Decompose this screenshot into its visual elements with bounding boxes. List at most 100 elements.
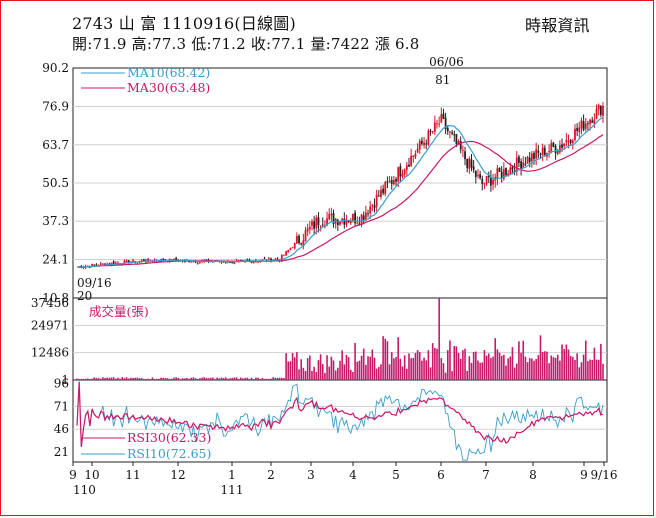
volume-bar: [130, 377, 132, 380]
candle-body: [580, 120, 583, 129]
candle-body: [436, 123, 438, 124]
volume-bar: [572, 356, 574, 380]
candle-body: [412, 155, 415, 157]
volume-bar: [205, 377, 208, 380]
candle-body: [242, 260, 244, 262]
candle-body: [324, 225, 326, 227]
volume-bar: [339, 360, 341, 380]
time-tick-label: 12: [170, 468, 185, 482]
volume-bar: [289, 361, 292, 380]
candle-body: [416, 148, 419, 153]
volume-bar: [462, 350, 464, 380]
candle-body: [554, 145, 557, 153]
volume-bar: [453, 346, 456, 380]
candle-body: [104, 263, 106, 266]
volume-bar: [602, 363, 604, 380]
volume-bar: [257, 377, 259, 380]
volume-bar: [158, 378, 160, 380]
volume-bar: [421, 360, 423, 380]
volume-bar: [326, 355, 328, 380]
volume-bar: [311, 371, 313, 380]
volume-bar: [386, 341, 389, 380]
volume-bar: [358, 360, 361, 380]
candle-body: [569, 140, 572, 144]
candle-body: [502, 169, 505, 179]
volume-bar: [369, 356, 371, 380]
volume-bar: [304, 371, 307, 380]
candle-body: [375, 194, 378, 207]
volume-bar: [487, 353, 490, 380]
volume-bar: [224, 377, 227, 380]
volume-bar: [84, 378, 87, 380]
candle-body: [403, 169, 406, 175]
candle-body: [291, 247, 294, 249]
volume-bar: [436, 348, 438, 380]
volume-bar: [388, 364, 391, 380]
volume-bar: [533, 360, 535, 380]
time-tick-label: 7: [482, 468, 490, 482]
volume-bar: [259, 379, 262, 380]
volume-bar: [104, 377, 106, 380]
candle-body: [285, 251, 288, 256]
volume-bar: [500, 355, 503, 380]
candle-body: [99, 263, 102, 265]
candle-body: [382, 188, 385, 194]
volume-bar: [145, 378, 147, 380]
time-tick-label: 9/16: [591, 468, 618, 482]
volume-bar: [80, 378, 83, 380]
candle-body: [295, 236, 298, 244]
volume-bar: [125, 377, 128, 380]
volume-bar: [356, 361, 359, 380]
volume-bar: [192, 377, 195, 380]
volume-bar: [576, 353, 578, 380]
volume-bar: [319, 354, 322, 380]
candle-body: [300, 243, 303, 245]
volume-bar: [164, 378, 167, 380]
volume-bar: [552, 357, 555, 380]
candle-body: [293, 242, 296, 249]
time-tick-label: 9: [69, 468, 77, 482]
volume-bar: [246, 377, 249, 380]
candle-body: [388, 181, 391, 182]
volume-bar: [153, 378, 156, 380]
volume-bar: [119, 378, 121, 380]
volume-bar: [78, 378, 80, 380]
candle-body: [464, 151, 466, 160]
candle-body: [367, 213, 369, 215]
rsi30-line: [76, 381, 604, 447]
low-value-annotation: 20: [77, 289, 92, 303]
ma30-line: [76, 134, 604, 268]
candle-body: [561, 144, 563, 148]
volume-bar: [371, 349, 374, 380]
volume-bar: [166, 378, 169, 380]
high-value-annotation: 81: [435, 73, 450, 87]
rsi-tick-label: 46: [54, 422, 69, 436]
candle-body: [425, 143, 428, 145]
volume-bar: [431, 343, 434, 380]
volume-bar: [216, 377, 218, 380]
rsi-tick-label: 21: [54, 445, 69, 459]
candle-body: [263, 258, 266, 260]
volume-bar: [554, 357, 557, 380]
volume-bar: [494, 338, 497, 380]
volume-bar: [272, 377, 274, 380]
volume-bar: [418, 352, 421, 380]
candle-body: [125, 260, 128, 262]
volume-bar: [285, 353, 287, 380]
candle-body: [283, 254, 285, 256]
volume-bar: [121, 377, 124, 380]
volume-bar: [449, 340, 451, 380]
candle-body: [91, 264, 93, 266]
volume-bar: [567, 349, 570, 380]
volume-bar: [330, 356, 333, 380]
candle-body: [535, 149, 538, 159]
volume-bar: [468, 356, 471, 380]
volume-bar: [199, 378, 201, 380]
volume-bar: [593, 347, 596, 380]
volume-bar: [362, 348, 365, 380]
legend-label-ma10: MA10(68.42): [127, 65, 210, 80]
candle-body: [513, 170, 516, 173]
volume-bar: [306, 358, 309, 380]
volume-bar: [481, 362, 484, 380]
